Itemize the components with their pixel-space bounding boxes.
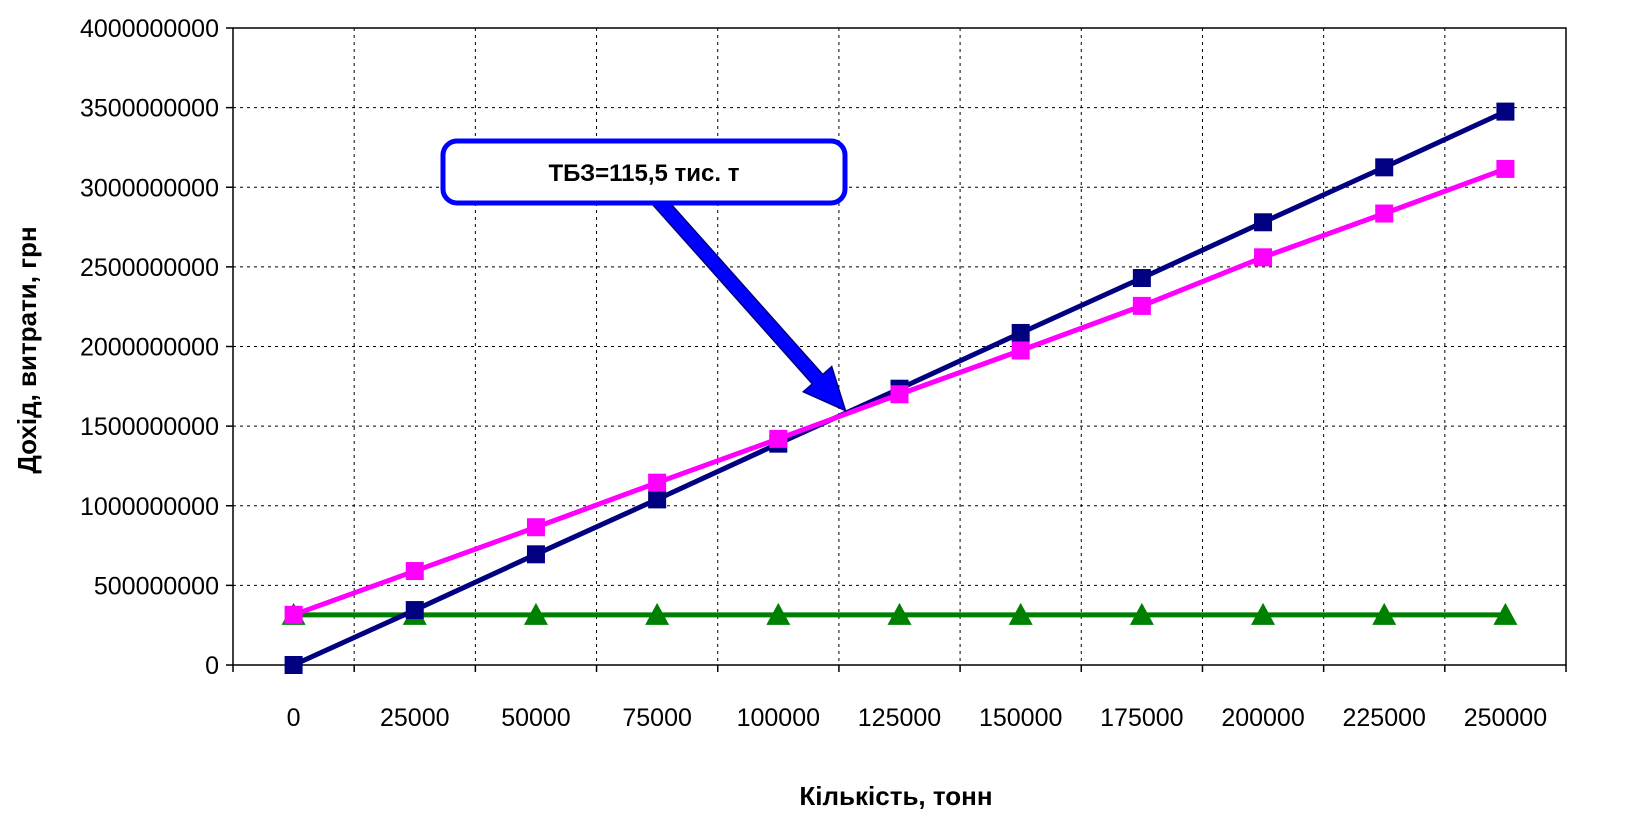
data-point <box>648 473 667 492</box>
data-point <box>1496 159 1515 178</box>
data-point <box>523 602 548 625</box>
y-axis-title: Дохід, витрати, грн <box>12 226 42 473</box>
annotation-label: ТБЗ=115,5 тис. т <box>549 160 740 187</box>
data-point <box>1132 296 1151 315</box>
data-point <box>890 385 909 404</box>
data-point <box>1254 248 1273 267</box>
data-point <box>1011 323 1030 342</box>
y-tick-label: 2500000000 <box>80 254 219 282</box>
data-point <box>1375 158 1394 177</box>
plot-frame <box>232 27 1567 666</box>
data-point <box>1493 602 1518 625</box>
data-point <box>526 545 545 564</box>
data-point <box>405 601 424 620</box>
y-tick-label: 4000000000 <box>80 15 219 43</box>
series <box>281 102 1518 674</box>
data-point <box>1011 341 1030 360</box>
annotation-box <box>440 138 848 206</box>
data-point <box>1254 213 1273 232</box>
x-tick-label: 175000 <box>1100 704 1183 732</box>
data-point <box>766 602 791 625</box>
annotation-arrow <box>651 194 847 412</box>
x-tick-label: 150000 <box>979 704 1062 732</box>
data-point <box>887 602 912 625</box>
y-tick-label: 1000000000 <box>80 493 219 521</box>
x-tick-label: 125000 <box>858 704 941 732</box>
x-tick-label: 0 <box>287 704 301 732</box>
data-point <box>769 429 788 448</box>
data-point <box>1496 102 1515 121</box>
series-2 <box>284 159 1515 624</box>
y-tick-label: 0 <box>205 652 219 680</box>
y-tick-label: 500000000 <box>94 572 219 600</box>
data-point <box>526 518 545 537</box>
y-tick-label: 3000000000 <box>80 174 219 202</box>
data-point <box>1375 204 1394 223</box>
tick-labels: 0 500000000 1000000000 1500000000 2000000000… <box>80 15 1547 732</box>
data-point <box>284 605 303 624</box>
annotation: ТБЗ=115,5 тис. т <box>440 138 848 412</box>
x-axis-title: Кількість, тонн <box>799 781 992 811</box>
data-point <box>1132 269 1151 288</box>
grid <box>233 27 1566 665</box>
x-tick-label: 225000 <box>1343 704 1426 732</box>
data-point <box>284 656 303 674</box>
x-tick-label: 75000 <box>622 704 692 732</box>
data-point <box>645 602 670 625</box>
data-point <box>1251 602 1276 625</box>
y-tick-label: 2000000000 <box>80 334 219 362</box>
axes <box>226 27 1567 672</box>
y-tick-label: 3500000000 <box>80 95 219 123</box>
x-tick-label: 250000 <box>1464 704 1547 732</box>
x-tick-label: 50000 <box>501 704 571 732</box>
x-tick-label: 200000 <box>1221 704 1304 732</box>
data-point <box>648 490 667 509</box>
data-point <box>1372 602 1397 625</box>
data-point <box>405 562 424 581</box>
data-point <box>1129 602 1154 625</box>
series-3 <box>281 602 1518 625</box>
y-tick-label: 1500000000 <box>80 413 219 441</box>
x-tick-label: 100000 <box>737 704 820 732</box>
x-tick-label: 25000 <box>380 704 450 732</box>
data-point <box>1008 602 1033 625</box>
